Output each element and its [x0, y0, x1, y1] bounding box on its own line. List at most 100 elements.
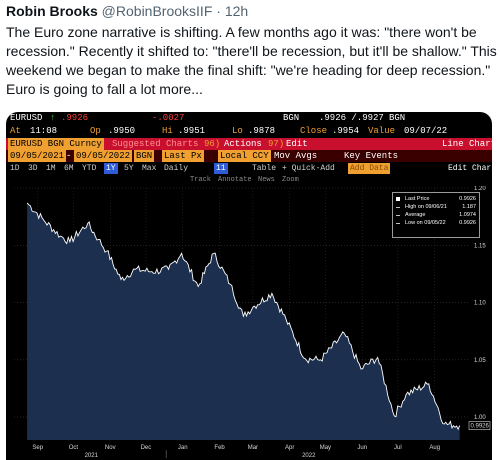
area-fill: [27, 202, 460, 440]
high-value: .9951: [178, 126, 206, 136]
x-tick-label: Mar: [248, 445, 258, 451]
y-tick-label: 1.05: [474, 358, 486, 364]
actions-number: 96): [204, 139, 221, 149]
suggested-charts-button[interactable]: Suggested Charts: [112, 139, 199, 149]
y-axis-ticks: 1.20 1.15 1.10 1.05 1.00: [474, 186, 486, 421]
period-6m[interactable]: 6M: [64, 164, 74, 173]
legend-high-label: High on 09/06/21: [405, 204, 447, 210]
x-year-label: 2021: [85, 453, 99, 459]
tweet-text: The Euro zone narrative is shifting. A f…: [6, 24, 497, 97]
end-date-input[interactable]: 09/05/2022: [74, 150, 133, 162]
low-label: Lo: [232, 126, 243, 136]
tweet-header: Robin Brooks @RobinBrooksIIF · 12h: [6, 3, 248, 19]
period-1y-selected[interactable]: 1Y: [104, 163, 118, 174]
chart-type-title: Line Chart: [442, 139, 492, 149]
zoom-tool[interactable]: Zoom: [282, 176, 299, 184]
close-label: Close: [300, 126, 328, 136]
high-label: Hi: [162, 126, 173, 136]
ticker: EURUSD: [10, 113, 43, 123]
quote-row: EURUSD ↑ .9926 -.0027 BGN .9926 /.9927 B…: [6, 112, 492, 124]
x-tick-label: Nov: [105, 445, 116, 451]
last-value-tag: [468, 421, 491, 430]
x-tick-label: Jun: [357, 445, 367, 451]
chart-svg: 1.20 1.15 1.10 1.05 1.00 Sep Oct Nov Dec Jan Feb M…: [14, 186, 491, 459]
date-range-bar: 09/05/2021 - 09/05/2022 BGN Last Px Loca…: [6, 150, 492, 162]
open-label: Op: [90, 126, 101, 136]
chart-type-select[interactable]: 11: [214, 163, 228, 174]
period-1m[interactable]: 1M: [46, 164, 56, 173]
period-1d[interactable]: 1D: [10, 164, 20, 173]
x-tick-label: Jul: [394, 445, 402, 451]
field-select[interactable]: Last Px: [162, 150, 204, 162]
x-tick-label: Jan: [178, 445, 188, 451]
quote-time: 11:08: [30, 126, 58, 136]
source-bgn: BGN: [283, 113, 300, 123]
x-tick-label: Sep: [32, 445, 43, 451]
value-label: Value: [368, 126, 396, 136]
bloomberg-chart-image[interactable]: EURUSD ↑ .9926 -.0027 BGN .9926 /.9927 B…: [6, 112, 492, 460]
table-button[interactable]: Table: [252, 164, 277, 173]
source-bgn-2: BGN: [389, 113, 406, 123]
source-select[interactable]: BGN: [134, 150, 155, 162]
x-tick-label: Apr: [285, 445, 294, 451]
last-price: .9926: [61, 113, 89, 123]
x-tick-label: Aug: [429, 445, 440, 451]
x-year-label: 2022: [302, 453, 316, 459]
start-date-input[interactable]: 09/05/2021: [8, 150, 67, 162]
chart-tools-bar: Track Annotate News Zoom: [6, 175, 492, 185]
x-tick-label: May: [320, 445, 331, 451]
legend-low: 0.9926: [459, 220, 476, 226]
period-toolbar: 1D 3D 1M 6M YTD 1Y 5Y Max Daily 11 Table…: [6, 163, 492, 174]
actions-menu[interactable]: Actions: [224, 139, 262, 149]
low-value: .9878: [248, 126, 276, 136]
author-name[interactable]: Robin Brooks: [6, 3, 98, 19]
at-label: At: [10, 126, 21, 136]
y-tick-label: 1.10: [474, 301, 486, 307]
up-arrow-icon: ↑: [50, 113, 56, 123]
legend-low-label: Low on 09/05/22: [405, 220, 446, 226]
legend-high: 1.187: [462, 204, 476, 210]
mov-avgs-checkbox[interactable]: Mov Avgs: [274, 151, 318, 161]
period-5y[interactable]: 5Y: [124, 164, 134, 173]
last-value-tag-text: 0.9926: [471, 424, 490, 430]
key-events-checkbox[interactable]: Key Events: [344, 151, 399, 161]
period-max[interactable]: Max: [142, 164, 157, 173]
x-axis-ticks: Sep Oct Nov Dec Jan Feb Mar Apr May Jun Jul Aug 2021…: [32, 445, 440, 459]
frequency-select[interactable]: Daily: [164, 164, 189, 173]
value-date: 09/07/22: [404, 126, 448, 136]
ohlc-row: At 11:08 Op .9950 Hi .9951 Lo .9878 Clos…: [6, 125, 492, 137]
legend-last-price-label: Last Price: [405, 196, 430, 202]
annotate-tool[interactable]: Annotate: [218, 176, 252, 184]
add-data-input[interactable]: Add Data: [348, 163, 391, 174]
edit-chart-button[interactable]: Edit Chart: [448, 164, 492, 173]
x-tick-label: Dec: [141, 445, 152, 451]
y-tick-label: 1.00: [474, 415, 486, 421]
tweet-timestamp[interactable]: 12h: [224, 3, 249, 19]
series-line-last-price: [26, 202, 461, 431]
x-tick-label: Feb: [214, 445, 225, 451]
bid-ask: .9926 /.9927: [319, 113, 384, 123]
close-value: .9954: [332, 126, 360, 136]
period-ytd[interactable]: YTD: [82, 164, 97, 173]
track-tool[interactable]: Track: [190, 176, 212, 184]
edit-number: 97): [268, 139, 285, 149]
period-3d[interactable]: 3D: [28, 164, 38, 173]
author-handle[interactable]: @RobinBrooksIIF: [101, 3, 213, 19]
price-chart[interactable]: 1.20 1.15 1.10 1.05 1.00 Sep Oct Nov Dec Jan Feb M…: [6, 186, 492, 460]
y-tick-label: 1.20: [474, 186, 486, 192]
currency-select[interactable]: Local CCY: [218, 150, 271, 162]
function-bar: EURUSD BGN Curncy Suggested Charts 96) A…: [6, 138, 492, 150]
y-tick-label: 1.15: [474, 243, 486, 249]
news-tool[interactable]: News: [258, 176, 275, 184]
chart-legend: Last Price 0.9926 High on 09/06/21 1.187 A…: [392, 192, 480, 238]
security-field[interactable]: EURUSD BGN Curncy: [8, 138, 104, 150]
quick-add-button[interactable]: + Quick-Add: [282, 164, 335, 173]
price-change: -.0027: [152, 113, 185, 123]
legend-average: 1.0974: [459, 212, 476, 218]
open-value: .9950: [108, 126, 136, 136]
legend-last-price: 0.9926: [459, 196, 476, 202]
x-tick-label: Oct: [69, 445, 79, 451]
legend-average-label: Average: [405, 212, 426, 218]
separator-dot: ·: [216, 3, 221, 19]
edit-menu[interactable]: Edit: [286, 139, 308, 149]
